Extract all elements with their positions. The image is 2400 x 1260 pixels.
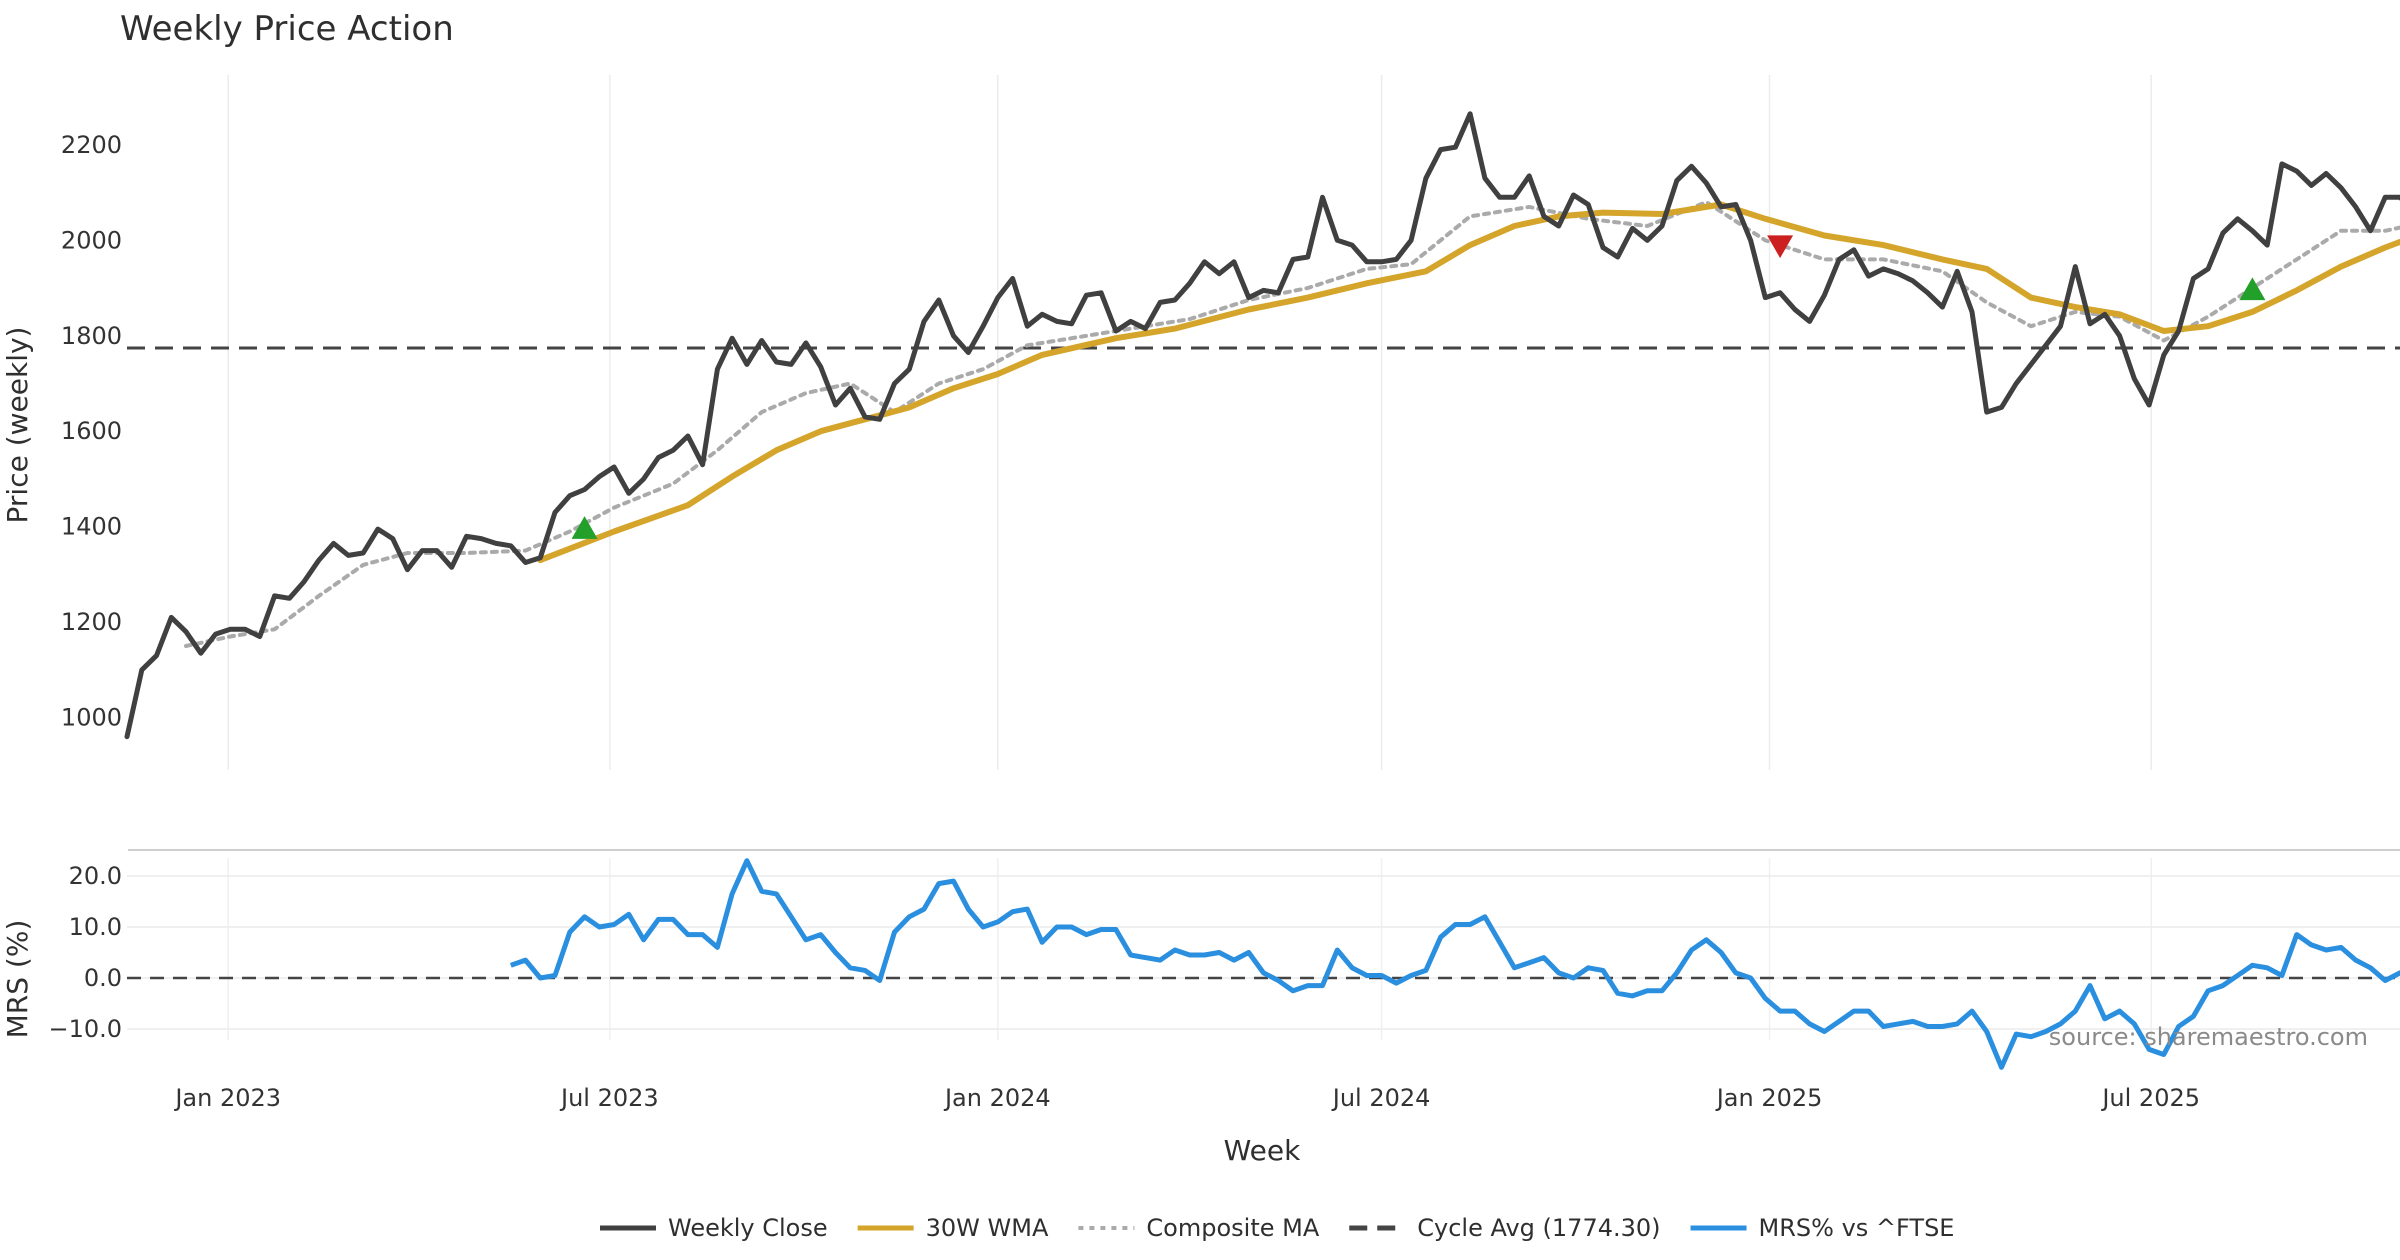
chart-title: Weekly Price Action: [120, 9, 454, 49]
legend-label: MRS% vs ^FTSE: [1759, 1214, 1955, 1242]
legend-item: Weekly Close: [600, 1214, 828, 1242]
legend-label: Composite MA: [1146, 1214, 1319, 1242]
legend-label: 30W WMA: [926, 1214, 1049, 1242]
legend-item: Cycle Avg (1774.30): [1349, 1214, 1661, 1242]
x-tick-label: Jul 2025: [2100, 1084, 2200, 1112]
price-y-tick-label: 2200: [61, 131, 122, 159]
price-y-ticks: 1000 1200 1400 1600 1800 2000 2200: [61, 131, 122, 732]
legend-item: Composite MA: [1078, 1214, 1320, 1242]
mrs-series: [127, 858, 2400, 1070]
source-note: source: sharemaestro.com: [2049, 1023, 2368, 1051]
mrs-y-axis-label: MRS (%): [1, 920, 34, 1039]
price-series: [124, 111, 2400, 740]
price-y-tick-label: 2000: [61, 226, 122, 254]
x-tick-label: Jan 2025: [1715, 1084, 1823, 1112]
sell-signal-marker: [1767, 235, 1794, 259]
x-tick-label: Jan 2023: [173, 1084, 281, 1112]
mrs-y-tick-label: 0.0: [84, 964, 122, 992]
price-y-tick-label: 1600: [61, 417, 122, 445]
signal-markers: [571, 235, 2266, 539]
price-y-axis-label: Price (weekly): [1, 327, 34, 524]
legend-item: 30W WMA: [857, 1214, 1049, 1242]
legend-label: Cycle Avg (1774.30): [1417, 1214, 1660, 1242]
buy-signal-marker: [2239, 277, 2266, 301]
buy-signal-marker: [571, 516, 598, 539]
price-y-tick-label: 1800: [61, 322, 122, 350]
chart-legend: Weekly Close 30W WMA Composite MA Cycle Avg…: [600, 1214, 1954, 1242]
mrs-y-tick-label: 10.0: [69, 913, 122, 941]
price-gridlines: [227, 75, 2152, 770]
mrs-gridlines: [127, 858, 2400, 1040]
price-y-tick-label: 1200: [61, 608, 122, 636]
x-axis-ticks: Jan 2023 Jul 2023 Jan 2024 Jul 2024 Jan 2025…: [173, 1084, 2200, 1112]
legend-item: MRS% vs ^FTSE: [1690, 1214, 1955, 1242]
mrs-line: [509, 858, 2400, 1070]
mrs-y-ticks: −10.0 0.0 10.0 20.0: [48, 862, 122, 1043]
mrs-y-tick-label: −10.0: [48, 1015, 122, 1043]
mrs-y-tick-label: 20.0: [69, 862, 122, 890]
x-axis-label: Week: [1224, 1134, 1301, 1167]
x-tick-label: Jul 2023: [559, 1084, 659, 1112]
30w-wma-line: [537, 201, 2400, 564]
price-y-tick-label: 1000: [61, 704, 122, 732]
x-tick-label: Jul 2024: [1331, 1084, 1431, 1112]
price-y-tick-label: 1400: [61, 513, 122, 541]
weekly-close-line: [124, 111, 2400, 740]
composite-ma-line: [184, 200, 2400, 648]
legend-label: Weekly Close: [668, 1214, 828, 1242]
x-tick-label: Jan 2024: [943, 1084, 1051, 1112]
